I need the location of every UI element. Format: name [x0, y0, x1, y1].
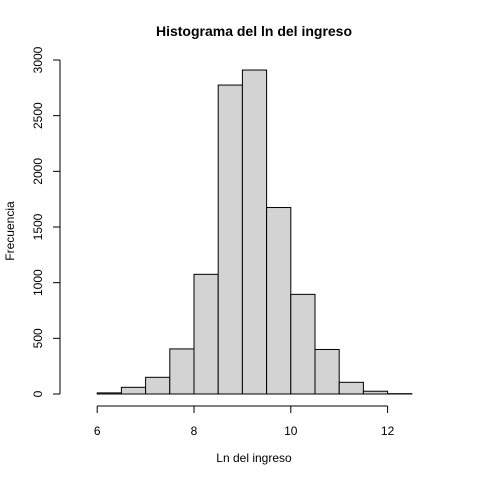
histogram-bar-11: [362, 390, 389, 395]
histogram-bar-0: [96, 392, 122, 395]
histogram-bar-8: [290, 293, 316, 395]
y-tick-label: 3000: [31, 46, 45, 73]
histogram-bar-6: [241, 69, 268, 395]
histogram-bar-10: [338, 381, 364, 395]
y-tick-label: 1500: [31, 213, 45, 240]
x-axis: 6 8 10 12: [94, 405, 395, 438]
y-tick-label: 0: [31, 390, 45, 397]
bars-group: [96, 69, 413, 395]
y-axis-label: Frecuencia: [3, 201, 17, 261]
x-tick-label: 8: [191, 424, 198, 438]
x-tick-label: 6: [94, 424, 101, 438]
x-tick-label: 10: [284, 424, 298, 438]
y-tick-label: 1000: [31, 269, 45, 296]
y-axis: 0 500 1000 1500 2000 2500 3000: [31, 46, 61, 397]
histogram-bar-9: [314, 348, 340, 395]
histogram-bar-1: [120, 386, 147, 395]
y-tick-label: 500: [31, 328, 45, 348]
y-tick-label: 2500: [31, 102, 45, 129]
x-tick-label: 12: [381, 424, 395, 438]
histogram-bar-2: [145, 376, 171, 395]
y-tick-label: 2000: [31, 158, 45, 185]
histogram-bar-4: [193, 273, 219, 395]
histogram-bar-5: [217, 84, 243, 395]
histogram-bar-3: [169, 348, 195, 395]
x-axis-label: Ln del ingreso: [216, 451, 292, 465]
histogram-bar-7: [266, 207, 292, 395]
chart-title: Histograma del ln del ingreso: [156, 23, 352, 39]
